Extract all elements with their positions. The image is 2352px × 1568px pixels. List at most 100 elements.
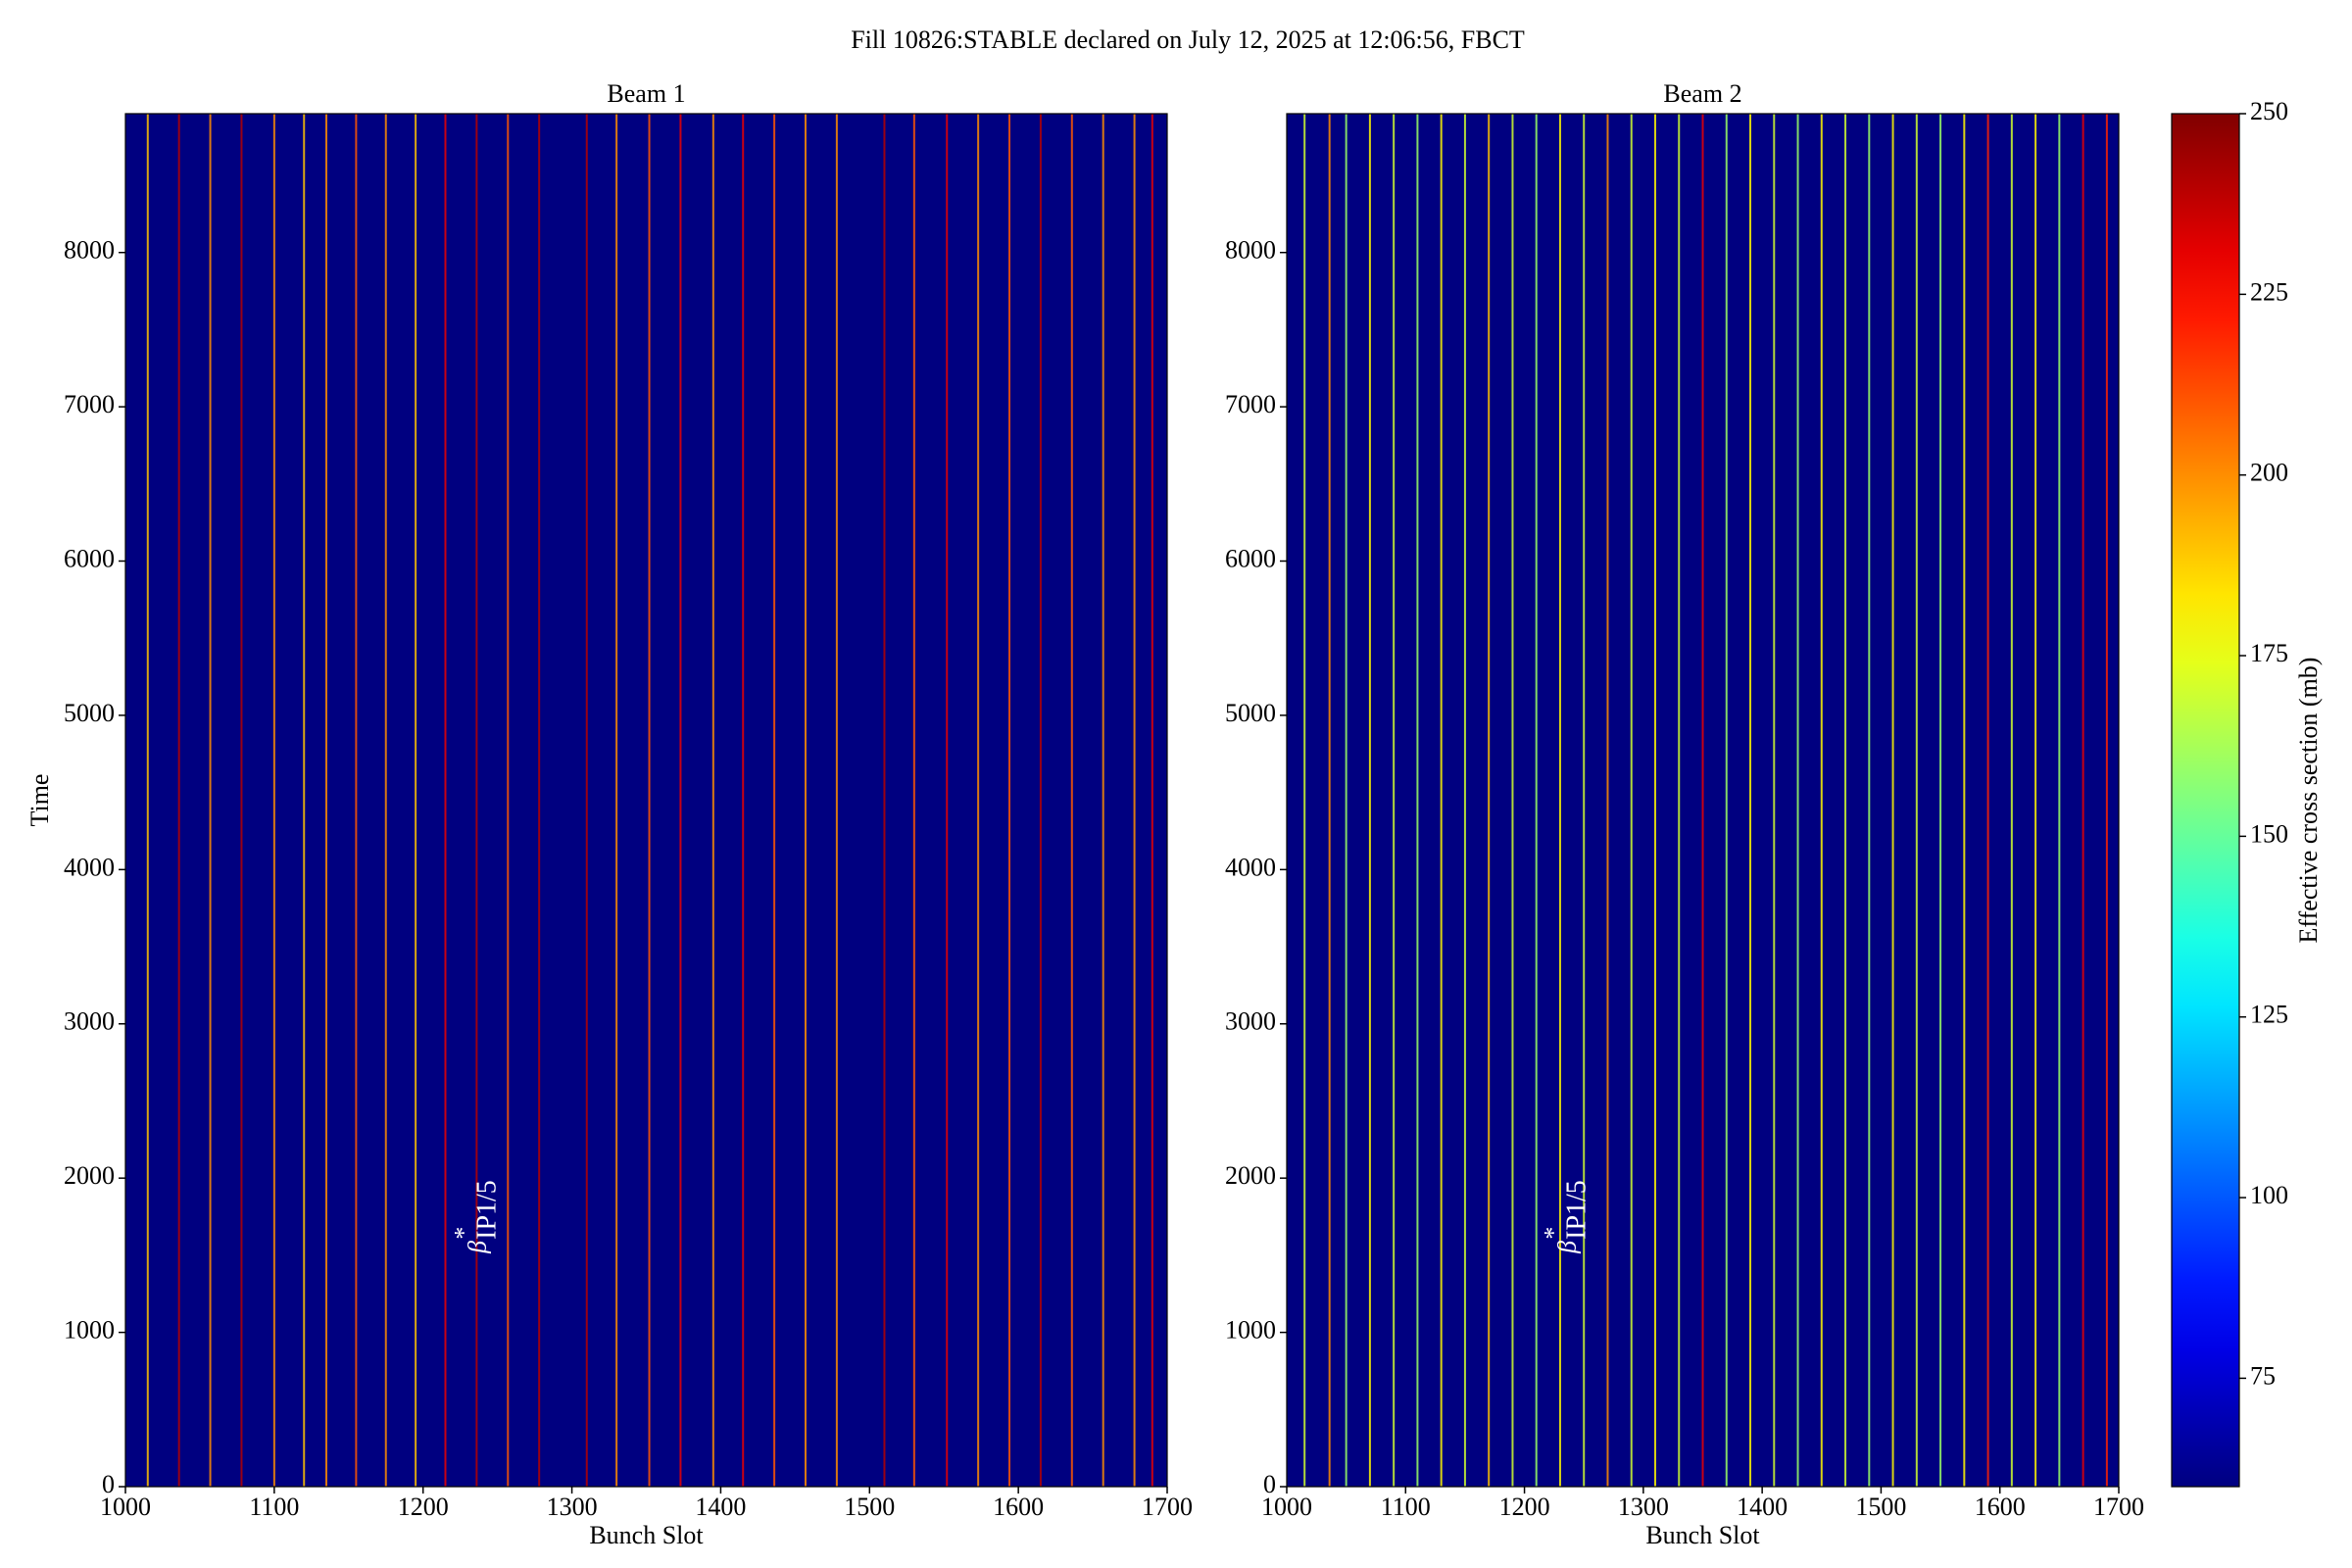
colorbar-tick-label: 100: [2250, 1181, 2288, 1209]
colorbar: [2171, 113, 2240, 1488]
heatmap-column: [648, 114, 651, 1487]
heatmap-column: [1535, 114, 1538, 1487]
heatmap-column: [177, 114, 180, 1487]
heatmap-column: [2082, 114, 2084, 1487]
heatmap-column: [1102, 114, 1104, 1487]
heatmap-column: [1820, 114, 1823, 1487]
heatmap-column: [538, 114, 541, 1487]
x-tick-label: 1500: [1855, 1493, 1906, 1521]
heatmap-column: [883, 114, 886, 1487]
heatmap-column: [2034, 114, 2037, 1487]
heatmap-column: [1773, 114, 1776, 1487]
heatmap-column: [1393, 114, 1396, 1487]
colorbar-tick-label: 75: [2250, 1361, 2276, 1390]
x-tick-label: 1300: [1618, 1493, 1669, 1521]
colorbar-tick-label: 125: [2250, 1001, 2288, 1029]
axes-frame: [1286, 113, 2120, 1488]
x-tick-label: 1000: [1261, 1493, 1312, 1521]
x-tick-label: 1300: [547, 1493, 598, 1521]
y-tick-label: 6000: [64, 544, 115, 572]
heatmap-column: [2010, 114, 2013, 1487]
heatmap-column: [585, 114, 588, 1487]
heatmap-column: [773, 114, 776, 1487]
heatmap-column: [1725, 114, 1728, 1487]
x-tick-label: 1600: [993, 1493, 1044, 1521]
y-tick-label: 5000: [1225, 699, 1276, 727]
heatmap-column: [1008, 114, 1011, 1487]
heatmap-column: [415, 114, 417, 1487]
colorbar-tick-label: 250: [2250, 97, 2288, 125]
heatmap-column: [2105, 114, 2108, 1487]
x-tick-label: 1600: [1975, 1493, 2026, 1521]
y-tick-label: 5000: [64, 699, 115, 727]
y-tick-label: 3000: [1225, 1007, 1276, 1036]
heatmap-column: [1844, 114, 1847, 1487]
heatmap-column: [804, 114, 807, 1487]
heatmap-column: [1558, 114, 1561, 1487]
heatmap-column: [475, 114, 478, 1487]
annotation-sub: IP1/5: [1562, 1180, 1592, 1240]
heatmap-column: [1749, 114, 1752, 1487]
heatmap-column: [1440, 114, 1443, 1487]
heatmap-column: [209, 114, 212, 1487]
heatmap-column: [1511, 114, 1514, 1487]
suptitle: Fill 10826:STABLE declared on July 12, 2…: [851, 25, 1525, 54]
heatmap-column: [1653, 114, 1656, 1487]
panel-title: Beam 1: [607, 79, 685, 108]
y-tick-label: 7000: [1225, 390, 1276, 418]
heatmap-column: [1070, 114, 1073, 1487]
heatmap-column: [977, 114, 980, 1487]
heatmap-column: [146, 114, 149, 1487]
heatmap-column: [1630, 114, 1633, 1487]
x-tick-label: 1400: [695, 1493, 746, 1521]
x-tick-label: 1100: [249, 1493, 299, 1521]
annotation: β*IP1/5: [449, 1180, 502, 1254]
heatmap-column: [679, 114, 682, 1487]
heatmap-column: [711, 114, 714, 1487]
y-tick-label: 8000: [64, 236, 115, 265]
x-tick-label: 1400: [1737, 1493, 1788, 1521]
heatmap-column: [240, 114, 243, 1487]
heatmap-column: [1488, 114, 1491, 1487]
heatmap-column: [444, 114, 447, 1487]
colorbar-tick-label: 150: [2250, 819, 2288, 848]
heatmap-column: [1868, 114, 1871, 1487]
heatmap-column: [1606, 114, 1609, 1487]
annotation-sub: IP1/5: [472, 1180, 503, 1240]
x-tick-label: 1200: [398, 1493, 449, 1521]
heatmap-column: [1463, 114, 1466, 1487]
heatmap-column: [1368, 114, 1371, 1487]
heatmap-column: [303, 114, 306, 1487]
heatmap-column: [912, 114, 915, 1487]
y-tick-label: 0: [1263, 1470, 1276, 1498]
colorbar-tick-label: 175: [2250, 639, 2288, 667]
heatmap-column: [742, 114, 745, 1487]
y-tick-label: 7000: [64, 390, 115, 418]
heatmap-column: [1303, 114, 1306, 1487]
y-tick-label: 3000: [64, 1007, 115, 1036]
heatmap-column: [272, 114, 275, 1487]
heatmap-column: [946, 114, 949, 1487]
colorbar-tick-label: 225: [2250, 277, 2288, 306]
x-tick-label: 1700: [2093, 1493, 2144, 1521]
x-tick-label: 1100: [1381, 1493, 1431, 1521]
heatmap-column: [1328, 114, 1331, 1487]
y-tick-label: 0: [102, 1470, 115, 1498]
heatmap-column: [325, 114, 328, 1487]
heatmap-column: [1039, 114, 1042, 1487]
x-axis-label: Bunch Slot: [1645, 1521, 1760, 1549]
y-tick-label: 1000: [64, 1316, 115, 1345]
heatmap-column: [1915, 114, 1918, 1487]
annotation-sup: *: [1540, 1228, 1568, 1241]
heatmap-column: [835, 114, 838, 1487]
axes-frame: [124, 113, 1168, 1488]
x-axis-label: Bunch Slot: [589, 1521, 704, 1549]
x-tick-label: 1000: [100, 1493, 151, 1521]
heatmap-column: [1678, 114, 1681, 1487]
heatmap-background: [125, 114, 1167, 1487]
heatmap-column: [1891, 114, 1894, 1487]
heatmap-column: [1986, 114, 1989, 1487]
heatmap-column: [1796, 114, 1799, 1487]
colorbar-tick-label: 200: [2250, 459, 2288, 487]
